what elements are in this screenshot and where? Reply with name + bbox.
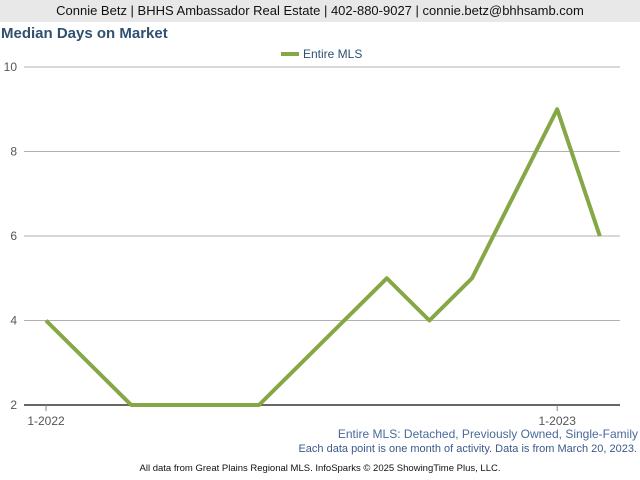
y-tick-label: 8 — [10, 145, 17, 159]
chart-title: Median Days on Market — [1, 25, 168, 42]
legend-label: Entire MLS — [303, 47, 362, 61]
x-tick-label: 1-2022 — [27, 414, 65, 428]
activity-note: Each data point is one month of activity… — [298, 443, 637, 455]
series-description: Entire MLS: Detached, Previously Owned, … — [337, 427, 638, 441]
y-tick-label: 2 — [10, 398, 17, 412]
y-tick-label: 4 — [10, 314, 17, 328]
y-tick-label: 10 — [4, 60, 18, 74]
source-note: All data from Great Plains Regional MLS.… — [139, 463, 501, 474]
contact-header: Connie Betz | BHHS Ambassador Real Estat… — [0, 0, 640, 22]
series-line — [44, 107, 602, 407]
x-tick-label: 1-2023 — [539, 414, 577, 428]
y-tick-label: 6 — [10, 229, 17, 243]
